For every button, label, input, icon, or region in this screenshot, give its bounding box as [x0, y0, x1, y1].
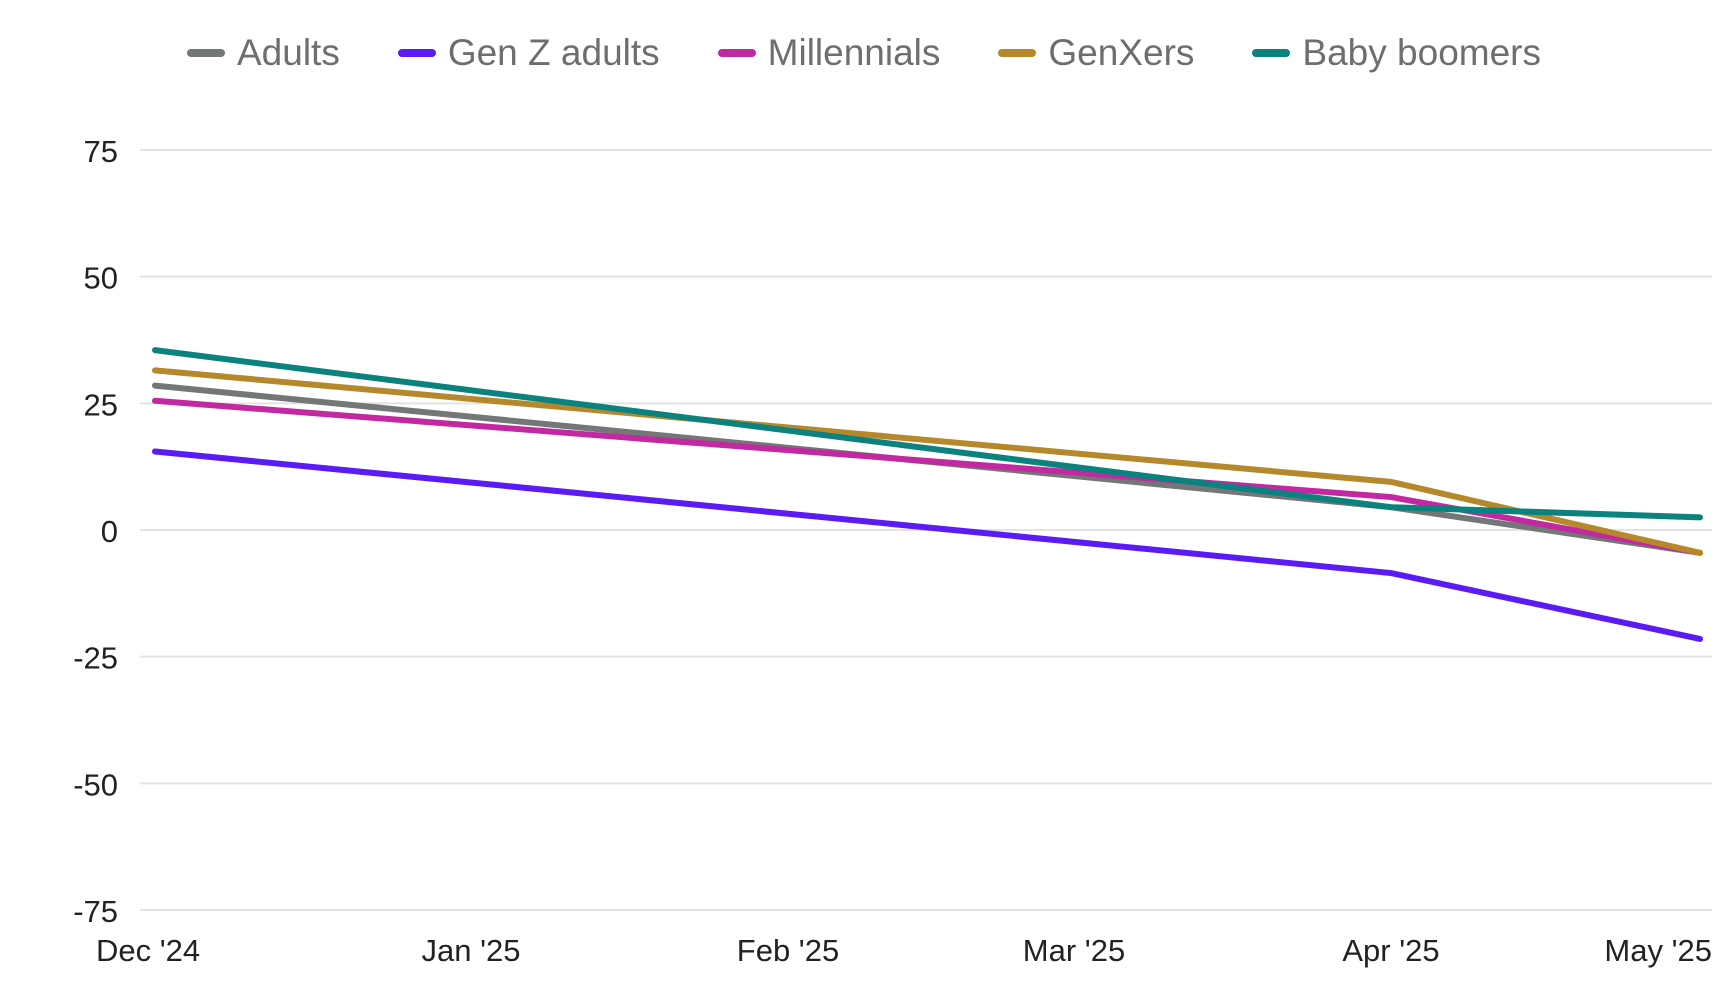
legend-label-gen-z-adults: Gen Z adults: [447, 32, 660, 73]
y-tick-label: -75: [73, 894, 118, 929]
series-line-baby-boomers[interactable]: [152, 347, 1703, 521]
x-tick-label: Feb '25: [737, 933, 839, 968]
y-tick-label: 25: [84, 387, 118, 422]
legend-item-baby-boomers[interactable]: Baby boomers: [1252, 34, 1541, 71]
legend-item-genxers[interactable]: GenXers: [998, 34, 1194, 71]
legend-item-gen-z-adults[interactable]: Gen Z adults: [397, 32, 660, 73]
x-tick-label: Apr '25: [1342, 933, 1439, 968]
series-line-millennials[interactable]: [152, 397, 1703, 556]
legend-label-baby-boomers: Baby boomers: [1302, 32, 1541, 73]
x-tick-label: May '25: [1604, 933, 1712, 968]
legend-swatch-gen-z-adults: [397, 48, 436, 57]
y-axis-ticks: 75 50 25 0 -25 -50 -75: [73, 134, 118, 929]
y-tick-label: 50: [84, 261, 118, 296]
x-tick-label: Jan '25: [422, 933, 521, 968]
legend-item-adults[interactable]: Adults: [186, 32, 340, 73]
series-line-genxers[interactable]: [152, 367, 1703, 556]
legend-swatch-millennials: [717, 48, 756, 57]
y-tick-label: 0: [101, 514, 118, 549]
legend-swatch-baby-boomers: [1252, 48, 1291, 57]
x-tick-label: Mar '25: [1023, 933, 1125, 968]
series-line-gen-z-adults[interactable]: [152, 448, 1703, 642]
legend-item-millennials[interactable]: Millennials: [717, 32, 941, 73]
y-tick-label: -50: [73, 767, 118, 802]
y-tick-label: 75: [84, 134, 118, 169]
legend-swatch-adults: [186, 48, 225, 57]
legend-label-millennials: Millennials: [767, 32, 941, 73]
chart-legend: Adults Gen Z adults Millennials GenXers …: [0, 34, 1728, 71]
y-tick-label: -25: [73, 641, 118, 676]
x-axis-ticks: Dec '24 Jan '25 Feb '25 Mar '25 Apr '25 May '…: [96, 933, 1712, 968]
x-tick-label: Dec '24: [96, 933, 200, 968]
legend-label-genxers: GenXers: [1048, 32, 1195, 73]
legend-swatch-genxers: [998, 48, 1037, 57]
series-lines: [152, 347, 1703, 642]
legend-label-adults: Adults: [236, 32, 340, 73]
